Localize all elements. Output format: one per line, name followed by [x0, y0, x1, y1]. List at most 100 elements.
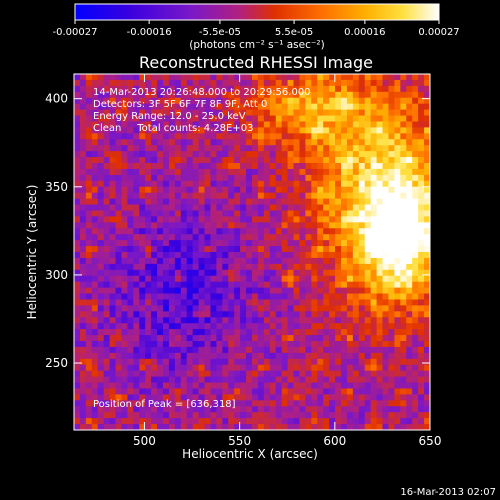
heatmap-cell — [139, 341, 146, 348]
heatmap-cell — [317, 234, 324, 241]
heatmap-cell — [151, 103, 158, 110]
heatmap-cell — [287, 275, 294, 283]
heatmap-cell — [358, 352, 366, 360]
heatmap-cell — [127, 388, 134, 395]
heatmap-cell — [406, 186, 413, 194]
heatmap-cell — [394, 103, 401, 110]
heatmap-cell — [311, 335, 318, 342]
heatmap-cell — [198, 133, 205, 140]
heatmap-cell — [400, 394, 407, 401]
heatmap-cell — [246, 311, 253, 318]
heatmap-cell — [163, 412, 170, 419]
heatmap-cell — [228, 168, 235, 176]
heatmap-cell — [275, 329, 283, 336]
heatmap-cell — [79, 252, 87, 259]
heatmap-cell — [240, 323, 247, 330]
heatmap-cell — [139, 394, 146, 401]
heatmap-cell — [163, 168, 170, 176]
heatmap-cell — [263, 406, 271, 413]
heatmap-cell — [311, 97, 318, 105]
heatmap-cell — [388, 204, 395, 211]
heatmap-cell — [85, 145, 93, 152]
heatmap-cell — [418, 204, 425, 211]
heatmap-cell — [305, 127, 312, 134]
heatmap-cell — [74, 79, 81, 87]
heatmap-cell — [293, 346, 300, 354]
heatmap-cell — [252, 180, 259, 188]
heatmap-cell — [186, 394, 194, 401]
heatmap-cell — [335, 180, 342, 188]
heatmap-cell — [216, 79, 223, 87]
heatmap-cell — [335, 400, 342, 407]
heatmap-cell — [198, 382, 205, 389]
heatmap-cell — [79, 376, 87, 383]
heatmap-cell — [103, 317, 110, 324]
heatmap-cell — [216, 85, 223, 93]
heatmap-cell — [240, 329, 247, 336]
heatmap-cell — [281, 388, 288, 395]
heatmap-cell — [103, 216, 110, 223]
heatmap-cell — [246, 109, 253, 116]
heatmap-cell — [400, 91, 407, 99]
heatmap-cell — [74, 228, 81, 235]
heatmap-cell — [139, 145, 146, 152]
heatmap-cell — [412, 139, 419, 146]
heatmap-cell — [157, 400, 164, 407]
heatmap-cell — [139, 293, 146, 300]
heatmap-cell — [418, 287, 425, 294]
heatmap-cell — [204, 246, 211, 253]
heatmap-cell — [79, 180, 87, 188]
heatmap-cell — [151, 180, 158, 188]
heatmap-cell — [418, 269, 425, 277]
heatmap-cell — [246, 204, 253, 211]
heatmap-cell — [97, 115, 105, 122]
heatmap-cell — [400, 275, 407, 283]
heatmap-cell — [198, 287, 205, 294]
heatmap-cell — [168, 228, 176, 235]
heatmap-cell — [240, 145, 247, 152]
heatmap-cell — [109, 257, 116, 265]
heatmap-cell — [103, 388, 110, 395]
heatmap-cell — [180, 139, 188, 146]
heatmap-cell — [127, 317, 134, 324]
heatmap-cell — [305, 133, 312, 140]
heatmap-cell — [79, 74, 87, 81]
heatmap-cell — [222, 388, 229, 395]
heatmap-cell — [388, 91, 395, 99]
heatmap-cell — [198, 204, 205, 211]
heatmap-cell — [412, 157, 419, 164]
heatmap-cell — [163, 418, 170, 425]
heatmap-cell — [335, 216, 342, 223]
heatmap-cell — [406, 293, 413, 300]
heatmap-cell — [240, 352, 247, 360]
heatmap-cell — [281, 341, 288, 348]
heatmap-cell — [186, 91, 194, 99]
heatmap-cell — [311, 305, 318, 312]
heatmap-cell — [257, 121, 265, 128]
heatmap-cell — [424, 180, 431, 188]
heatmap-cell — [168, 163, 176, 170]
heatmap-cell — [275, 257, 283, 265]
heatmap-cell — [329, 151, 336, 158]
heatmap-cell — [157, 133, 164, 140]
heatmap-cell — [424, 145, 431, 152]
heatmap-cell — [275, 311, 283, 318]
heatmap-cell — [139, 424, 146, 431]
heatmap-cell — [406, 121, 413, 128]
heatmap-cell — [240, 216, 247, 223]
heatmap-cell — [335, 323, 342, 330]
heatmap-cell — [157, 222, 164, 229]
heatmap-cell — [240, 115, 247, 122]
heatmap-cell — [234, 352, 241, 360]
heatmap-cell — [269, 406, 277, 413]
heatmap-cell — [79, 412, 87, 419]
heatmap-cell — [174, 115, 182, 122]
heatmap-cell — [305, 151, 312, 158]
heatmap-cell — [180, 240, 188, 247]
heatmap-cell — [406, 210, 413, 217]
heatmap-cell — [133, 323, 140, 330]
heatmap-cell — [246, 352, 253, 360]
heatmap-cell — [133, 163, 140, 170]
heatmap-cell — [424, 139, 431, 146]
heatmap-cell — [406, 133, 413, 140]
